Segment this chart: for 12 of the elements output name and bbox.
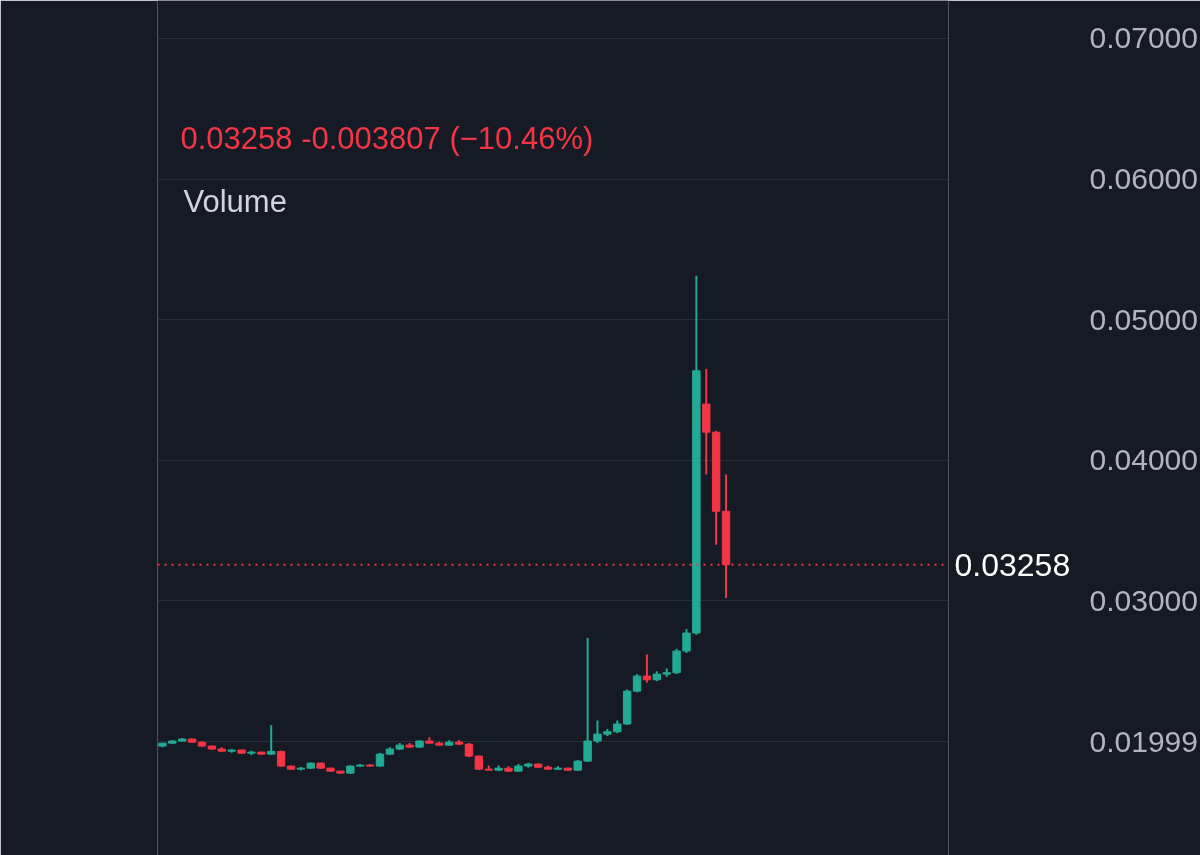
y-tick-label: 0.06000 [1089, 162, 1198, 196]
y-tick-label: 0.01999 [1089, 724, 1198, 758]
candlestick [642, 653, 652, 684]
text: 0.03258 -0.003807 (−10.46%) [180, 121, 594, 156]
y-tick-label: 0.07000 [1089, 21, 1198, 55]
candlestick [583, 636, 592, 763]
y-tick-label: 0.04000 [1089, 443, 1198, 477]
y-tick-label: 0.03000 [1089, 583, 1198, 617]
annotation: Volume [183, 184, 287, 219]
y-tick-label: 0.05000 [1089, 302, 1198, 336]
ref-line-label: 0.03258 [954, 546, 1071, 583]
candlestick [267, 724, 276, 756]
